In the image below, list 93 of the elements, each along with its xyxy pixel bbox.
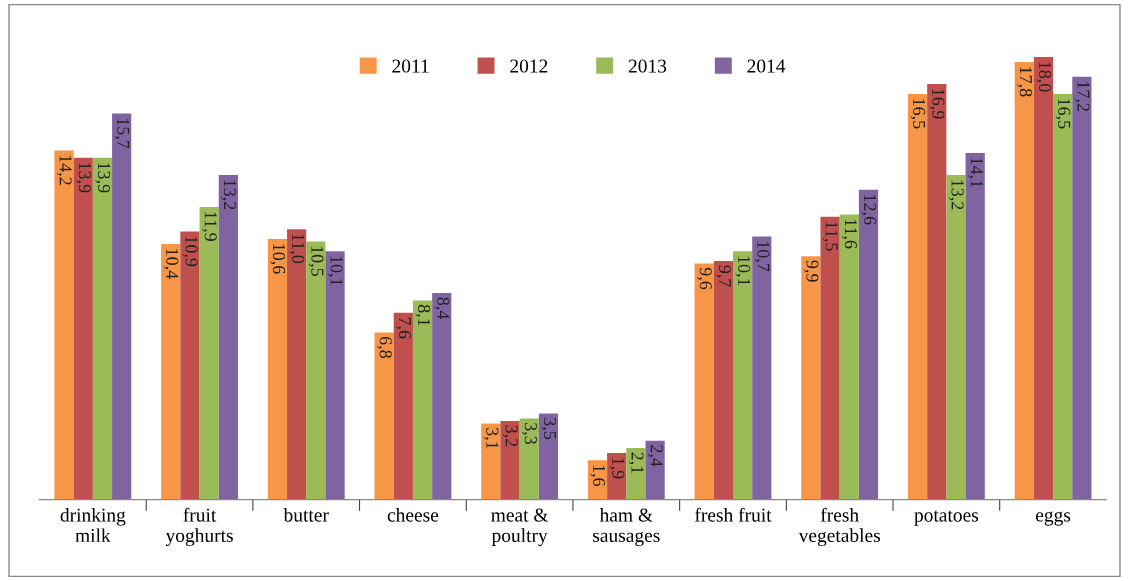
data-label: 11,6 — [842, 219, 857, 249]
data-label: 16,5 — [910, 99, 926, 129]
data-label: 11,0 — [289, 234, 305, 264]
bar — [374, 332, 394, 500]
data-label: 1,9 — [609, 458, 625, 479]
bar — [180, 231, 200, 500]
bar — [733, 251, 753, 500]
bar — [645, 440, 665, 500]
data-label: 2,4 — [648, 445, 663, 467]
data-label: 9,6 — [697, 267, 712, 290]
bar — [112, 113, 132, 500]
data-label: 13,2 — [948, 180, 964, 210]
bar — [1053, 93, 1073, 500]
data-label: 10,1 — [327, 256, 343, 286]
data-label: 8,1 — [415, 304, 431, 326]
bar — [713, 261, 733, 500]
bar — [839, 214, 859, 500]
data-label: 17,2 — [1074, 81, 1090, 111]
data-label: 13,9 — [95, 163, 111, 193]
x-tick-label: fresh vegetables — [798, 507, 881, 547]
data-label: 14,1 — [968, 158, 983, 188]
bar — [267, 238, 288, 500]
legend-label: 2013 — [628, 59, 667, 73]
data-label: 1,6 — [590, 465, 606, 487]
data-label: 9,9 — [803, 260, 819, 282]
x-tick-label: fruit yoghurts — [165, 507, 233, 547]
data-label: 18,0 — [1036, 62, 1052, 92]
bar — [1072, 76, 1092, 500]
bar — [694, 263, 714, 500]
bar — [161, 243, 181, 500]
data-label: 12,6 — [861, 195, 877, 225]
x-tick-label: fresh fruit — [695, 507, 772, 522]
bar — [500, 420, 520, 500]
bar — [218, 175, 238, 500]
data-label: 10,4 — [163, 249, 179, 279]
bar — [199, 207, 219, 500]
bar — [801, 256, 821, 500]
data-label: 3,3 — [522, 423, 537, 445]
bar — [481, 423, 501, 500]
data-label: 15,7 — [114, 118, 130, 149]
bar — [432, 293, 452, 500]
bar — [858, 189, 879, 500]
data-label: 10,9 — [182, 236, 198, 267]
data-label: 17,8 — [1017, 67, 1032, 97]
bar — [1014, 61, 1034, 500]
data-label: 11,9 — [202, 212, 217, 241]
data-label: 13,9 — [76, 163, 91, 193]
bar — [907, 93, 928, 500]
data-label: 16,5 — [1055, 99, 1071, 129]
bar — [73, 157, 93, 500]
data-label: 6,8 — [377, 336, 392, 358]
data-label: 10,1 — [735, 256, 751, 286]
bar — [607, 452, 627, 500]
bar — [287, 229, 307, 500]
data-label: 3,1 — [483, 427, 499, 449]
legend-label: 2012 — [510, 59, 548, 73]
data-label: 10,7 — [754, 241, 770, 272]
bar — [393, 312, 413, 500]
bar — [927, 84, 947, 500]
data-label: 10,6 — [270, 244, 286, 274]
bar — [1033, 56, 1054, 500]
bar — [965, 152, 985, 500]
data-label: 2,1 — [628, 452, 644, 474]
data-label: 7,6 — [396, 317, 411, 339]
bar — [820, 216, 840, 500]
data-label: 8,4 — [434, 297, 450, 320]
bar — [946, 175, 966, 500]
bar — [325, 251, 345, 500]
bar — [306, 241, 326, 500]
data-label: 16,9 — [929, 89, 945, 119]
bar — [92, 157, 113, 500]
bar — [54, 150, 74, 500]
bar — [519, 418, 539, 500]
x-tick-label: butter — [283, 507, 329, 522]
bar — [412, 300, 433, 500]
x-tick-label: drinking milk — [60, 507, 126, 542]
bar — [752, 236, 772, 500]
x-tick-label: ham & sausages — [593, 507, 660, 547]
x-tick-label: cheese — [387, 507, 439, 522]
bar — [538, 413, 559, 500]
data-label: 14,2 — [56, 155, 72, 185]
x-tick-label: potatoes — [914, 510, 979, 526]
data-label: 11,5 — [822, 222, 838, 251]
data-label: 13,2 — [221, 180, 236, 210]
x-tick-label: eggs — [1036, 511, 1071, 526]
data-label: 3,2 — [502, 425, 518, 447]
bar — [626, 448, 646, 500]
data-label: 9,7 — [716, 265, 732, 287]
legend-label: 2014 — [747, 59, 786, 73]
legend-label: 2011 — [392, 59, 429, 73]
x-tick-label: meat & poultry — [491, 508, 549, 547]
data-label: 10,5 — [308, 246, 324, 277]
data-label: 3,5 — [541, 418, 557, 440]
